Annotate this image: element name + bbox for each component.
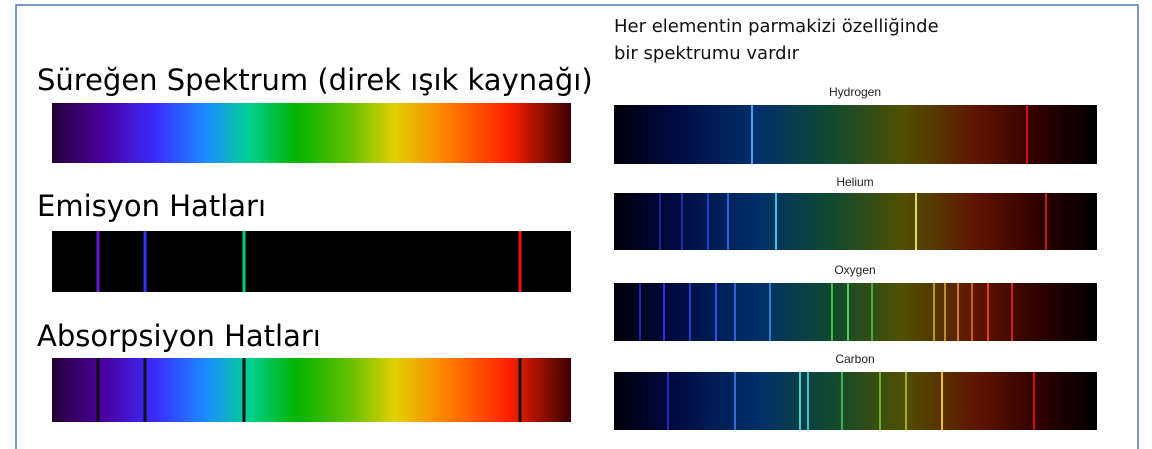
spectral-line: [144, 358, 147, 422]
spectral-line: [769, 283, 771, 341]
spectral-line: [841, 372, 843, 430]
spectral-line: [847, 283, 849, 341]
heading-line: Her elementin parmakizi özelliğinde: [614, 16, 939, 37]
spectral-line: [97, 358, 100, 422]
element-spectrum: [614, 372, 1097, 430]
spectral-line: [971, 283, 973, 341]
spectral-line: [933, 283, 935, 341]
spectral-line: [799, 372, 801, 430]
spectral-line: [871, 283, 873, 341]
spectral-line: [1011, 283, 1013, 341]
spectrum-label: Helium: [836, 175, 873, 189]
emission-title: Emisyon Hatları: [37, 189, 266, 223]
spectral-line: [681, 193, 683, 250]
spectrum-label: Oxygen: [834, 263, 875, 277]
spectral-line: [751, 105, 753, 164]
spectrum-label: Carbon: [835, 352, 874, 366]
spectral-line: [941, 372, 943, 430]
emission-spectrum: [52, 231, 571, 292]
spectral-line: [905, 372, 907, 430]
spectral-line: [667, 372, 669, 430]
spectral-line: [1033, 372, 1035, 430]
spectrum-label: Hydrogen: [829, 85, 881, 99]
spectral-line: [734, 372, 736, 430]
absorption-title: Absorpsiyon Hatları: [37, 319, 321, 353]
spectral-line: [707, 193, 709, 250]
spectral-line: [659, 193, 661, 250]
spectral-line: [944, 283, 946, 341]
spectral-line: [957, 283, 959, 341]
element-spectrum: [614, 283, 1097, 341]
continuous-title: Süreğen Spektrum (direk ışık kaynağı): [37, 63, 593, 97]
spectral-line: [519, 358, 522, 422]
spectral-line: [639, 283, 641, 341]
element-spectrum: [614, 105, 1097, 164]
spectral-line: [144, 231, 147, 292]
heading-line: bir spektrumu vardır: [614, 43, 800, 64]
spectral-line: [915, 193, 917, 250]
spectral-line: [807, 372, 809, 430]
spectral-line: [97, 231, 100, 292]
spectral-line: [243, 358, 246, 422]
spectral-line: [715, 283, 717, 341]
spectral-line: [1026, 105, 1028, 164]
continuous-spectrum: [52, 103, 571, 163]
spectral-line: [727, 193, 729, 250]
spectral-line: [775, 193, 777, 250]
spectral-line: [831, 283, 833, 341]
spectral-line: [987, 283, 989, 341]
spectral-line: [1045, 193, 1047, 250]
absorption-spectrum: [52, 358, 571, 422]
spectral-line: [519, 231, 522, 292]
spectral-line: [689, 283, 691, 341]
spectral-line: [879, 372, 881, 430]
slide: Süreğen Spektrum (direk ışık kaynağı) Em…: [0, 0, 1152, 449]
spectral-line: [734, 283, 736, 341]
spectral-line: [243, 231, 246, 292]
spectral-line: [663, 283, 665, 341]
element-spectrum: [614, 193, 1097, 250]
